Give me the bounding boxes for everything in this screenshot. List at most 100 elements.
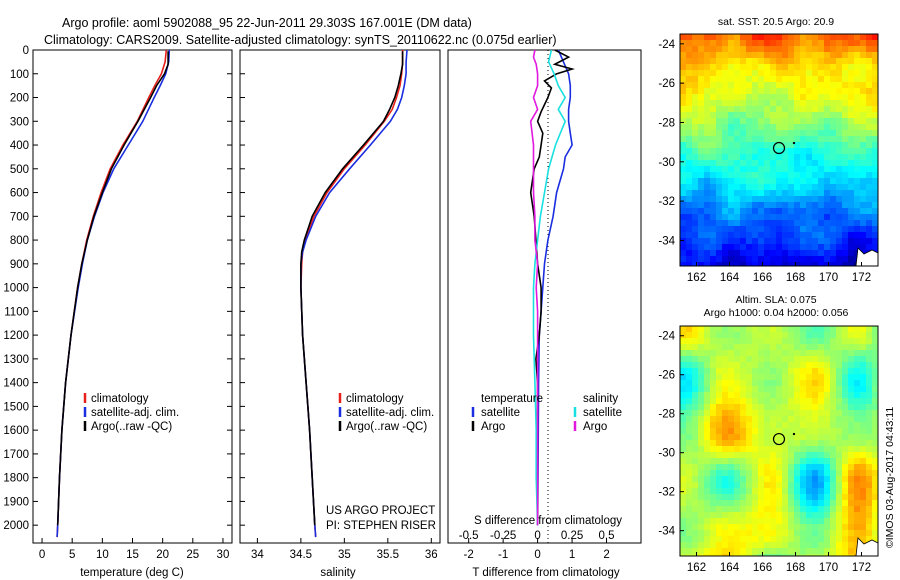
- heatmap-cell: [842, 52, 849, 59]
- heatmap-cell: [728, 512, 735, 519]
- heatmap-cell: [830, 554, 837, 557]
- heatmap-cell: [770, 554, 777, 557]
- longitude-tick-label: 162: [687, 562, 706, 574]
- heatmap-cell: [800, 374, 807, 381]
- heatmap-cell: [758, 88, 765, 95]
- heatmap-cell: [800, 410, 807, 417]
- heatmap-cell: [794, 100, 801, 107]
- heatmap-cell: [812, 464, 819, 471]
- heatmap-cell: [848, 428, 855, 435]
- heatmap-cell: [758, 548, 765, 555]
- heatmap-cell: [794, 440, 801, 447]
- temperature-axes-frame: [32, 49, 233, 544]
- heatmap-cell: [770, 518, 777, 525]
- heatmap-cell: [752, 428, 759, 435]
- heatmap-cell: [770, 184, 777, 191]
- heatmap-cell: [728, 452, 735, 459]
- heatmap-cell: [800, 380, 807, 387]
- heatmap-cell: [740, 416, 747, 423]
- heatmap-cell: [824, 76, 831, 83]
- heatmap-cell: [698, 338, 705, 345]
- heatmap-cell: [776, 332, 783, 339]
- heatmap-cell: [800, 530, 807, 537]
- heatmap-cell: [770, 506, 777, 513]
- heatmap-cell: [860, 40, 867, 47]
- heatmap-cell: [836, 190, 843, 197]
- heatmap-cell: [698, 70, 705, 77]
- heatmap-cell: [764, 542, 771, 549]
- heatmap-cell: [698, 118, 705, 125]
- project-annotation: US ARGO PROJECT: [326, 505, 435, 517]
- heatmap-cell: [824, 196, 831, 203]
- heatmap-cell: [722, 548, 729, 555]
- heatmap-cell: [812, 34, 819, 41]
- heatmap-cell: [824, 332, 831, 339]
- heatmap-cell: [716, 440, 723, 447]
- heatmap-cell: [806, 434, 813, 441]
- heatmap-cell: [836, 464, 843, 471]
- heatmap-cell: [722, 434, 729, 441]
- heatmap-cell: [848, 250, 855, 257]
- heatmap-cell: [872, 368, 879, 375]
- heatmap-cell: [836, 76, 843, 83]
- heatmap-cell: [848, 488, 855, 495]
- heatmap-cell: [812, 494, 819, 501]
- heatmap-cell: [746, 542, 753, 549]
- depth-tick-label: 200: [10, 93, 29, 105]
- heatmap-cell: [782, 380, 789, 387]
- heatmap-cell: [722, 64, 729, 71]
- heatmap-cell: [764, 440, 771, 447]
- latitude-tick-label: -28: [658, 117, 675, 129]
- heatmap-cell: [746, 262, 753, 267]
- heatmap-cell: [794, 76, 801, 83]
- heatmap-cell: [722, 332, 729, 339]
- heatmap-cell: [830, 190, 837, 197]
- heatmap-cell: [842, 500, 849, 507]
- heatmap-cell: [866, 404, 873, 411]
- x-tick-label: -2: [464, 549, 474, 561]
- heatmap-cell: [710, 464, 717, 471]
- heatmap-cell: [788, 202, 795, 209]
- heatmap-cell: [806, 464, 813, 471]
- salinity-panel: 34 34.5 35 35.5 36 salinity climatologysatel…: [239, 49, 441, 579]
- heatmap-cell: [782, 76, 789, 83]
- heatmap-cell: [764, 154, 771, 161]
- heatmap-cell: [872, 238, 879, 245]
- heatmap-cell: [848, 106, 855, 113]
- heatmap-cell: [746, 160, 753, 167]
- heatmap-cell: [782, 142, 789, 149]
- heatmap-cell: [716, 410, 723, 417]
- heatmap-cell: [716, 154, 723, 161]
- heatmap-cell: [746, 70, 753, 77]
- heatmap-cell: [680, 512, 687, 519]
- heatmap-cell: [872, 202, 879, 209]
- heatmap-cell: [860, 368, 867, 375]
- heatmap-cell: [854, 214, 861, 221]
- heatmap-cell: [842, 386, 849, 393]
- heatmap-cell: [830, 470, 837, 477]
- heatmap-cell: [758, 250, 765, 257]
- heatmap-cell: [800, 554, 807, 557]
- heatmap-cell: [842, 494, 849, 501]
- heatmap-cell: [776, 232, 783, 239]
- heatmap-cell: [722, 488, 729, 495]
- heatmap-cell: [818, 356, 825, 363]
- heatmap-cell: [698, 386, 705, 393]
- heatmap-cell: [794, 142, 801, 149]
- heatmap-cell: [704, 142, 711, 149]
- heatmap-cell: [740, 202, 747, 209]
- depth-tick-label: 1200: [3, 330, 29, 342]
- heatmap-cell: [812, 112, 819, 119]
- heatmap-cell: [776, 386, 783, 393]
- legend-label: Argo: [583, 421, 607, 433]
- heatmap-cell: [860, 172, 867, 179]
- heatmap-cell: [716, 362, 723, 369]
- heatmap-cell: [692, 446, 699, 453]
- heatmap-cell: [812, 440, 819, 447]
- heatmap-cell: [722, 112, 729, 119]
- heatmap-cell: [740, 386, 747, 393]
- heatmap-cell: [794, 40, 801, 47]
- heatmap-cell: [698, 332, 705, 339]
- heatmap-cell: [842, 374, 849, 381]
- heatmap-cell: [770, 344, 777, 351]
